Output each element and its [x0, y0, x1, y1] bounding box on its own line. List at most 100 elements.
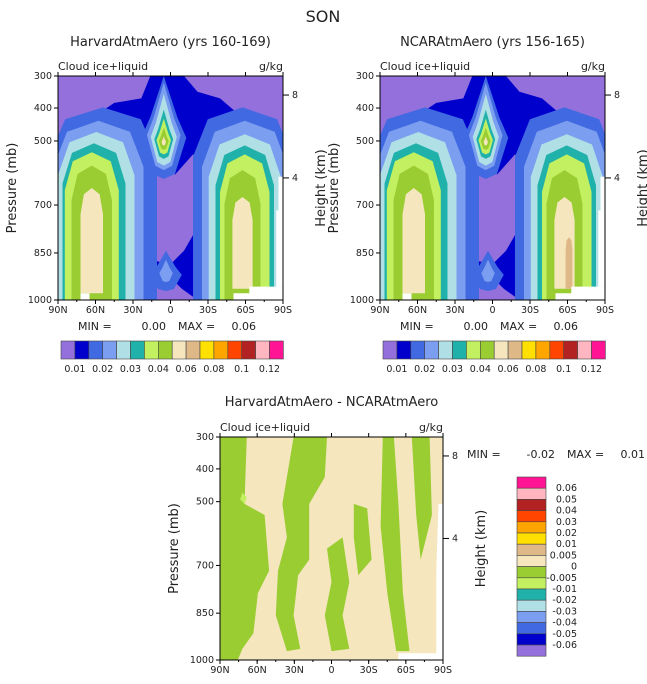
height-tick-label: 8: [292, 90, 298, 101]
diff-colorbar-box: [516, 476, 547, 489]
x-tick-label: 90S: [274, 305, 292, 316]
contour-level--0.005: [324, 537, 350, 652]
x-tick-label: 30S: [521, 305, 539, 316]
colorbar-box: [466, 340, 481, 360]
y-axis-label: Pressure (mb): [5, 143, 20, 234]
colorbar-label: 0.03: [120, 364, 141, 375]
contour-level--0.005: [411, 437, 432, 560]
colorbar-box: [438, 340, 453, 360]
diff-colorbar-box: [516, 521, 547, 534]
y-tick-label: 1000: [190, 655, 214, 666]
diff-colorbar-label: -0.005: [546, 573, 577, 584]
colorbar-box: [269, 340, 284, 360]
y-tick-label: 850: [196, 608, 214, 619]
contour-fills: [58, 76, 283, 300]
contour-level: [80, 188, 103, 294]
colorbar-label: 0.04: [470, 364, 491, 375]
diff-colorbar-label: 0.06: [556, 483, 577, 494]
diff-colorbar-label: 0.05: [556, 494, 577, 505]
y-tick-label: 400: [34, 103, 52, 114]
colorbar-box: [171, 340, 187, 360]
y-axis-label-right: Height (km): [474, 510, 489, 587]
units-label: g/kg: [581, 60, 605, 73]
units-label: g/kg: [419, 421, 443, 434]
colorbar-label: 0.12: [259, 364, 280, 375]
colorbar-box: [424, 340, 439, 360]
height-tick-label: 8: [614, 90, 620, 101]
contour-level: [161, 136, 166, 146]
colorbar-box: [535, 340, 551, 360]
x-tick-label: 90N: [370, 305, 389, 316]
y-axis-label: Pressure (mb): [167, 503, 182, 594]
panel-difference: 90N 60N 30N 0 30S 60S 90S 300 400 500 700 850 1000 8 4…: [167, 395, 645, 676]
colorbar-box: [144, 340, 159, 360]
height-tick-label: 4: [452, 533, 458, 544]
max-value: 0.01: [621, 448, 646, 461]
colorbar-box: [521, 340, 537, 360]
units-label: g/kg: [259, 60, 283, 73]
colorbar-box: [130, 340, 145, 360]
diff-colorbar-label: 0.01: [556, 539, 577, 550]
colorbar-box: [410, 340, 425, 360]
contour-level--0.005: [380, 437, 410, 652]
colorbar-box: [493, 340, 509, 360]
diff-colorbar-label: -0.02: [552, 595, 577, 606]
y-tick-label: 300: [196, 432, 214, 443]
colorbar-box: [102, 340, 117, 360]
diff-colorbar-box: [516, 543, 547, 556]
colorbar-box: [396, 340, 412, 360]
diff-colorbar-label: 0.03: [556, 517, 577, 528]
colorbar-label: 0.02: [92, 364, 113, 375]
colorbar-label: 0.01: [386, 364, 407, 375]
diff-colorbar-label: -0.01: [552, 584, 577, 595]
y-tick-label: 300: [356, 71, 374, 82]
x-tick-label: 30S: [199, 305, 217, 316]
y-tick-label: 1000: [28, 295, 52, 306]
missing-data: [233, 286, 283, 300]
diff-colorbar-label: -0.06: [552, 640, 577, 651]
contour-fills: [380, 76, 605, 300]
panel-title: HarvardAtmAero (yrs 160-169): [70, 35, 271, 50]
contour-level--0.005: [275, 437, 327, 652]
diff-colorbar-box: [516, 566, 547, 579]
min-value: 0.00: [142, 320, 167, 333]
x-tick-label: 30N: [445, 305, 464, 316]
y-tick-label: 500: [34, 136, 52, 147]
colorbar-box: [227, 340, 243, 360]
contour-level--0.005: [220, 437, 270, 660]
diff-colorbar-box: [516, 555, 547, 567]
diff-colorbar-box: [516, 588, 547, 601]
x-tick-label: 0: [167, 305, 173, 316]
panel-ncar: 90N 60N 30N 0 30S 60S 90S 300 400 500 700 850 1000 8 4…: [327, 35, 647, 375]
diff-colorbar-box: [516, 599, 547, 612]
y-axis-label-right: Height (km): [636, 149, 647, 226]
diff-colorbar-label: 0.04: [556, 506, 577, 517]
x-tick-label: 30N: [285, 665, 304, 676]
missing-data: [402, 293, 412, 300]
variable-label: Cloud ice+liquid: [380, 60, 470, 73]
colorbar-label: 0.1: [556, 364, 571, 375]
colorbar-label: 0.1: [234, 364, 249, 375]
diff-colorbar-box: [516, 644, 547, 657]
colorbar-box: [60, 340, 76, 360]
diff-colorbar-label: -0.05: [552, 629, 577, 640]
figure-title: SON: [306, 7, 341, 26]
colorbar-box: [591, 340, 606, 360]
contour-level-0: [58, 76, 283, 182]
max-label: MAX =: [567, 448, 604, 461]
colorbar-box: [88, 340, 104, 360]
y-tick-label: 850: [34, 248, 52, 259]
y-axis-label-right: Height (km): [314, 149, 329, 226]
x-tick-label: 60N: [248, 665, 267, 676]
panel-title: NCARAtmAero (yrs 156-165): [400, 35, 585, 50]
variable-label: Cloud ice+liquid: [220, 421, 310, 434]
missing-data: [598, 176, 605, 287]
colorbar-box: [382, 340, 398, 360]
colorbar-box: [185, 340, 201, 360]
x-tick-label: 60N: [86, 305, 105, 316]
missing-data: [398, 653, 443, 660]
diff-colorbar-label: 0: [571, 562, 577, 573]
panel-title: HarvardAtmAero - NCARAtmAero: [225, 395, 439, 410]
colorbar-box: [452, 340, 467, 360]
